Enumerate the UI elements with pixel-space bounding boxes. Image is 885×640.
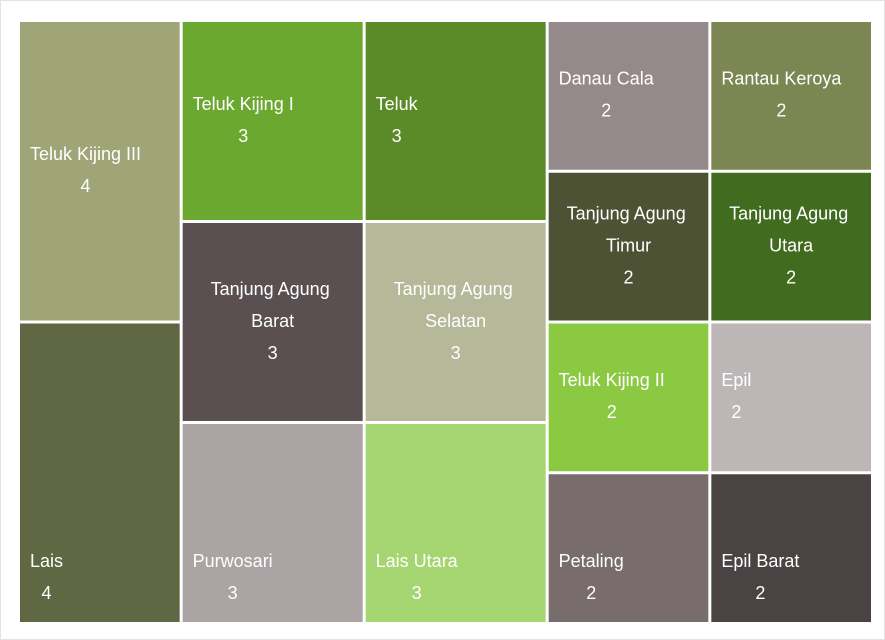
cell-label: Danau Cala	[559, 69, 655, 89]
cell-label: Tanjung Agung Utara	[729, 203, 853, 255]
cell-value: 2	[731, 402, 741, 422]
cell-label: Rantau Keroya	[721, 69, 842, 89]
cell-value: 2	[755, 583, 765, 603]
cell-value: 2	[601, 101, 611, 121]
cell-value: 2	[623, 267, 633, 287]
treemap-cell	[548, 474, 709, 622]
cell-label: Teluk Kijing III	[30, 144, 141, 164]
cell-value: 3	[451, 343, 461, 363]
treemap-cell	[20, 22, 180, 321]
cell-label: Teluk Kijing II	[559, 370, 665, 390]
cell-label: Purwosari	[193, 551, 273, 571]
cell-value: 3	[268, 343, 278, 363]
treemap-cell	[182, 424, 363, 622]
cell-value: 3	[228, 583, 238, 603]
treemap-cell	[711, 172, 871, 321]
cell-label: Lais	[30, 551, 63, 571]
cell-label: Tanjung Agung Selatan	[394, 279, 518, 331]
treemap-cell	[711, 323, 871, 472]
treemap-cell	[548, 172, 709, 321]
cell-value: 2	[607, 402, 617, 422]
treemap-cell	[711, 22, 871, 170]
cell-label: Teluk	[376, 94, 419, 114]
cell-value: 2	[776, 101, 786, 121]
cell-value: 3	[238, 126, 248, 146]
cell-label: Epil Barat	[721, 551, 799, 571]
cell-label: Lais Utara	[376, 551, 459, 571]
treemap-cell	[365, 22, 546, 220]
cell-value: 2	[786, 267, 796, 287]
cell-label: Epil	[721, 370, 751, 390]
cell-value: 3	[392, 126, 402, 146]
treemap-cell	[365, 223, 546, 421]
cell-value: 4	[42, 583, 52, 603]
treemap-cell	[711, 474, 871, 622]
treemap-cell	[548, 22, 709, 170]
treemap-cell	[365, 424, 546, 622]
treemap-cell	[182, 22, 363, 220]
cell-label: Teluk Kijing I	[193, 94, 294, 114]
cell-label: Tanjung Agung Barat	[211, 279, 335, 331]
cell-value: 4	[81, 176, 91, 196]
cell-label: Tanjung Agung Timur	[567, 203, 691, 255]
cell-value: 2	[586, 583, 596, 603]
cell-label: Petaling	[559, 551, 624, 571]
treemap-cell	[548, 323, 709, 472]
treemap-cell	[182, 223, 363, 421]
treemap-cell	[20, 323, 180, 622]
cell-value: 3	[412, 583, 422, 603]
